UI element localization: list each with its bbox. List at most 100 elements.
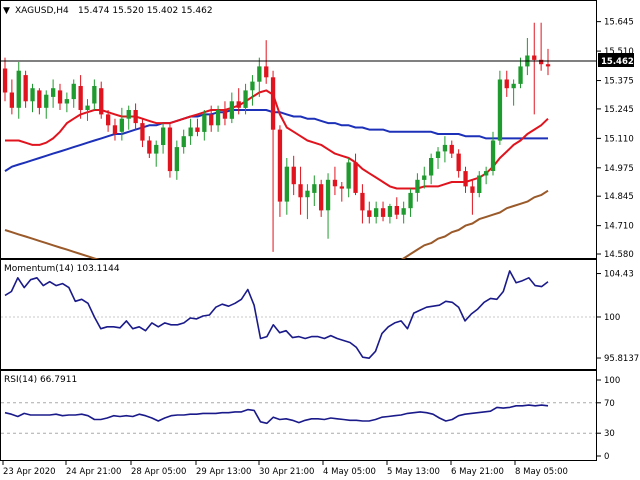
candle-body <box>353 162 358 193</box>
time-tick-label: 6 May 21:00 <box>451 467 504 477</box>
candle-body <box>202 114 207 132</box>
candle-body <box>257 66 262 82</box>
time-tick-label: 4 May 05:00 <box>323 467 376 477</box>
candle-body <box>360 192 365 211</box>
candle-body <box>147 140 152 154</box>
candle-body <box>291 166 296 185</box>
momentum-tick-label: 95.8137 <box>604 354 639 364</box>
rsi-tick-label: 30 <box>604 429 615 439</box>
time-tick-label: 24 Apr 21:00 <box>66 467 121 477</box>
rsi-panel[interactable]: 100 70 30 0 RSI(14) 66.7911 <box>0 370 621 463</box>
momentum-panel[interactable]: 104.43 100 95.8137 Momentum(14) 103.1144 <box>0 259 640 370</box>
current-price-box <box>598 53 634 67</box>
sma-mid-line <box>4 109 548 172</box>
candle-body <box>85 105 90 110</box>
price-tick-label: 15.110 <box>604 134 634 144</box>
momentum-path <box>4 270 549 360</box>
candle-body <box>380 208 386 217</box>
candle-body <box>332 179 338 187</box>
price-tick-label: 14.975 <box>604 164 634 174</box>
candle-body <box>71 83 76 100</box>
candle-body <box>264 66 269 78</box>
time-tick-label: 28 Apr 05:00 <box>131 467 186 477</box>
candle-body <box>236 101 241 108</box>
sma-short-line <box>5 89 549 190</box>
dropdown-arrow-icon[interactable]: ▼ <box>3 6 10 16</box>
price-panel[interactable]: 15.645 15.510 15.375 15.245 15.110 14.975 14.8… <box>0 0 635 282</box>
candle-body <box>312 184 317 193</box>
candle-body <box>539 59 544 65</box>
momentum-label: Momentum(14) 103.1144 <box>4 264 120 274</box>
rsi-panel-border <box>0 370 597 461</box>
candle-body <box>298 184 303 198</box>
momentum-tick-label: 104.43 <box>604 270 634 280</box>
sma-short-path <box>5 89 549 190</box>
candle-body <box>30 88 35 102</box>
candle-body <box>339 186 344 189</box>
candle-body <box>126 110 131 119</box>
time-tick-label: 23 Apr 2020 <box>3 467 56 477</box>
candle-body <box>9 92 14 108</box>
candle-body <box>325 179 331 211</box>
rsi-label: RSI(14) 66.7911 <box>4 375 77 385</box>
momentum-axis: 104.43 100 95.8137 <box>597 270 639 364</box>
symbol-label: XAGUSD,H4 <box>15 6 69 16</box>
price-panel-border <box>0 0 597 259</box>
price-tick-label: 15.645 <box>604 18 634 28</box>
ohlc-label: 15.474 15.520 15.402 15.462 <box>78 6 213 16</box>
candle-body <box>394 206 399 215</box>
candle-body <box>92 86 97 104</box>
candle-body <box>401 208 406 215</box>
momentum-line <box>4 270 549 360</box>
candle-body <box>161 127 166 145</box>
candle-body <box>209 114 214 126</box>
candle-body <box>167 127 173 172</box>
candle-body <box>243 90 248 108</box>
rsi-tick-label: 0 <box>604 452 609 462</box>
candle-body <box>284 166 289 202</box>
candle-body <box>23 75 28 102</box>
candle-body <box>140 123 145 141</box>
price-tick-label: 15.245 <box>604 105 634 115</box>
candle-body <box>422 175 427 180</box>
price-tick-label: 15.375 <box>604 77 634 87</box>
candle-body <box>37 90 42 108</box>
time-tick-label: 29 Apr 13:00 <box>196 467 251 477</box>
candle-body <box>57 90 63 104</box>
candle-body <box>188 127 193 137</box>
candle-body <box>229 101 234 119</box>
sma-mid-path <box>4 109 548 172</box>
candle-body <box>305 190 310 198</box>
candle-body <box>456 153 461 172</box>
price-axis: 15.645 15.510 15.375 15.245 15.110 14.975 14.8… <box>597 18 634 260</box>
candle-body <box>119 118 124 132</box>
candle-body <box>112 125 118 134</box>
candle-body <box>44 94 49 108</box>
candle-body <box>463 171 468 187</box>
candle-body <box>250 81 255 91</box>
candle-body <box>51 88 56 97</box>
candle-body <box>511 83 516 89</box>
candle-body <box>504 79 509 89</box>
candle-body <box>532 55 537 60</box>
candle-body <box>497 79 503 141</box>
candle-body <box>64 99 69 104</box>
candle-body <box>442 144 448 152</box>
candle-body <box>484 171 489 176</box>
time-tick-label: 5 May 13:00 <box>387 467 440 477</box>
current-price-label: 15.462 <box>601 57 634 67</box>
candle-body <box>435 151 441 158</box>
candle-body <box>99 88 104 115</box>
candle-body <box>133 110 138 124</box>
rsi-tick-label: 100 <box>604 376 620 386</box>
time-tick-label: 8 May 05:00 <box>515 467 568 477</box>
price-tick-label: 14.845 <box>604 192 634 202</box>
candle-body <box>367 210 372 217</box>
candle-body <box>270 77 276 130</box>
momentum-panel-border <box>0 259 597 370</box>
rsi-path <box>4 404 549 425</box>
time-tick-label: 30 Apr 21:00 <box>259 467 314 477</box>
candles-group <box>2 22 551 252</box>
rsi-line <box>4 404 549 425</box>
